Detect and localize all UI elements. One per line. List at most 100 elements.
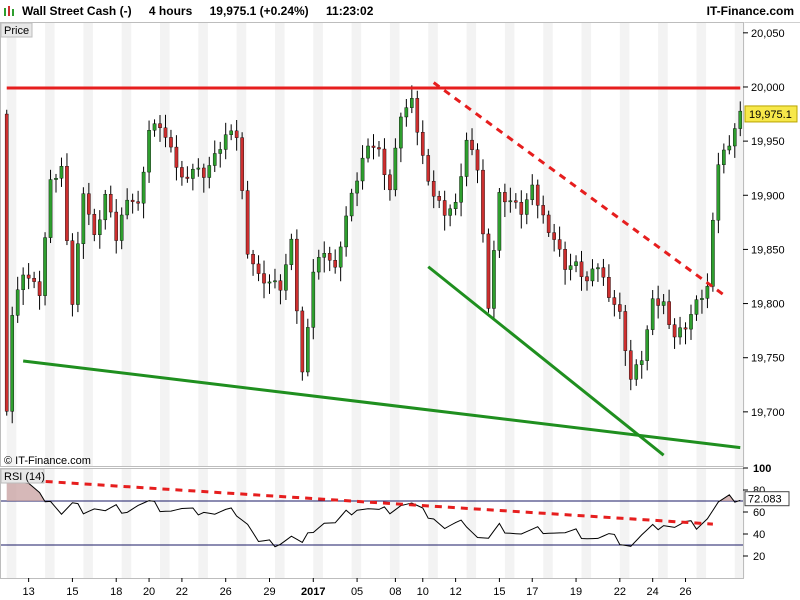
price-panel-label: Price [4, 25, 29, 37]
rsi-day-band [619, 468, 630, 578]
candle-body [108, 194, 113, 213]
rsi-y-tick-label: 100 [753, 463, 771, 475]
candle-body [180, 167, 184, 178]
candle-body [136, 201, 140, 204]
candle-body [738, 110, 743, 129]
price-day-band [428, 22, 438, 466]
rsi-y-tick-label: 60 [753, 507, 765, 519]
rsi-panel-label: RSI (14) [4, 471, 45, 483]
candle-body [410, 98, 414, 108]
candle-body [497, 192, 502, 251]
candle-body [65, 166, 69, 241]
candle-body [535, 184, 540, 206]
price-y-tick-label: 19,900 [751, 190, 785, 202]
candle-body [524, 199, 529, 215]
x-tick-label: 19 [570, 586, 582, 598]
price-day-band [619, 22, 630, 466]
rsi-day-band [658, 468, 668, 578]
candle-body [661, 301, 666, 306]
candle-body [54, 178, 58, 180]
chart-logo-icon [4, 6, 14, 16]
x-tick-label: 2017 [301, 586, 325, 598]
brand-name: IT-Finance.com [706, 4, 794, 18]
candle-body [601, 267, 606, 278]
x-tick-label: 15 [493, 586, 505, 598]
candle-body [563, 248, 567, 270]
price-day-band [83, 22, 93, 466]
x-tick-label: 26 [220, 586, 232, 598]
candle-body [667, 301, 671, 325]
price-y-tick-label: 19,800 [751, 299, 785, 311]
candle-body [705, 286, 710, 299]
candle-body [125, 199, 129, 216]
price-day-band [160, 22, 170, 466]
x-tick-label: 18 [110, 586, 122, 598]
candle-body [415, 98, 420, 133]
chart-header: Wall Street Cash (-) 4 hours 19,975.1 (+… [0, 0, 800, 23]
candle-body [169, 137, 173, 148]
rsi-day-band [428, 468, 438, 578]
candle-body [442, 200, 447, 216]
candle-body [267, 281, 272, 284]
trendline-lower-support [22, 359, 741, 450]
candle-body [218, 149, 223, 154]
price-y-tick-label: 19,850 [751, 244, 785, 256]
candle-body [552, 232, 556, 240]
candle-body [43, 237, 47, 296]
x-tick-label: 17 [526, 586, 538, 598]
rsi-day-band [351, 468, 362, 578]
candle-body [530, 184, 535, 200]
candle-body [437, 196, 441, 201]
candle-body [76, 243, 80, 305]
candle-body [448, 208, 452, 216]
candle-body [119, 214, 124, 241]
rsi-day-band [198, 468, 208, 578]
candle-body [59, 166, 64, 179]
candle-body [377, 147, 381, 150]
last-price-label: 19,975.1 [749, 109, 792, 121]
rsi-label-box [0, 468, 45, 484]
candle-body [21, 274, 25, 291]
candle-body [191, 168, 195, 179]
candle-body [420, 132, 425, 156]
price-day-band [121, 22, 132, 466]
candle-body [360, 157, 365, 182]
price-day-band [734, 22, 745, 466]
candle-body [503, 192, 507, 203]
candle-body [300, 310, 305, 373]
candle-body [366, 145, 370, 159]
price-day-band [581, 22, 592, 466]
rsi-day-band [504, 468, 515, 578]
rsi-day-band [389, 468, 400, 578]
candle-body [344, 215, 348, 248]
candle-body [486, 233, 491, 309]
x-tick-label: 22 [614, 586, 626, 598]
candle-body [519, 201, 524, 215]
candle-body [574, 261, 578, 266]
candle-body [716, 164, 721, 221]
rsi-y-tick-label: 40 [753, 529, 765, 541]
candle-body [141, 171, 146, 204]
rsi-panel-frame [0, 468, 744, 579]
candle-body [311, 271, 316, 328]
candle-body [114, 211, 119, 241]
candle-body [87, 193, 91, 215]
candle-body [333, 260, 337, 268]
price-chart: 19,700 19,750 19,800 19,850 19,900 19,950 20,0… [0, 22, 798, 598]
candle-body [596, 267, 600, 270]
candle-body [453, 201, 458, 210]
candle-body [48, 179, 53, 238]
rsi-day-band [581, 468, 592, 578]
x-tick-label: 08 [389, 586, 401, 598]
candle-body [470, 139, 474, 150]
price-day-band [658, 22, 668, 466]
rsi-day-band [734, 468, 745, 578]
candle-body [399, 116, 403, 149]
candle-body [683, 327, 688, 330]
candle-body [212, 153, 217, 166]
candle-body [694, 299, 699, 315]
candle-body [700, 298, 704, 300]
price-y-tick-label: 19,700 [751, 407, 785, 419]
candle-body [711, 219, 715, 287]
rsi-value-tag [744, 491, 790, 507]
